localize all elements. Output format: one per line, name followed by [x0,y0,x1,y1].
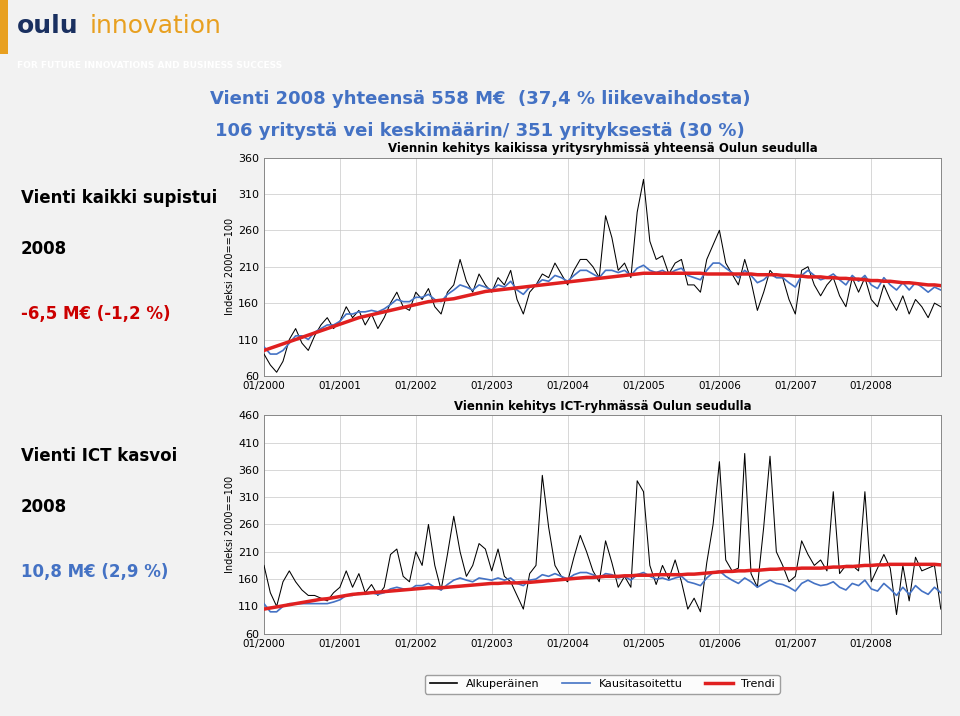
Text: FOR FUTURE INNOVATIONS AND BUSINESS SUCCESS: FOR FUTURE INNOVATIONS AND BUSINESS SUCC… [17,61,282,69]
Text: -6,5 M€ (-1,2 %): -6,5 M€ (-1,2 %) [21,305,170,323]
Text: oulu: oulu [17,14,79,38]
Text: Vienti kaikki supistui: Vienti kaikki supistui [21,189,217,208]
Legend: Alkuperäinen, Kausitasoitettu, Trendi: Alkuperäinen, Kausitasoitettu, Trendi [425,417,780,436]
Text: 2008: 2008 [21,241,67,258]
Text: Vienti 2008 yhteensä 558 M€  (37,4 % liikevaihdosta): Vienti 2008 yhteensä 558 M€ (37,4 % liik… [209,90,751,108]
Legend: Alkuperäinen, Kausitasoitettu, Trendi: Alkuperäinen, Kausitasoitettu, Trendi [425,674,780,694]
Title: Viennin kehitys ICT-ryhmässä Oulun seudulla: Viennin kehitys ICT-ryhmässä Oulun seudu… [453,400,752,412]
Bar [0,0,8,54]
Text: innovation: innovation [89,14,221,38]
Text: 106 yritystä vei keskimäärin/ 351 yrityksestä (30 %): 106 yritystä vei keskimäärin/ 351 yrityk… [215,122,745,140]
Title: Viennin kehitys kaikissa yritysryhmissä yhteensä Oulun seudulla: Viennin kehitys kaikissa yritysryhmissä … [388,142,817,155]
Text: 2008: 2008 [21,498,67,516]
Y-axis label: Indeksi 2000==100: Indeksi 2000==100 [226,476,235,573]
Text: 10,8 M€ (2,9 %): 10,8 M€ (2,9 %) [21,563,168,581]
Text: Vienti ICT kasvoi: Vienti ICT kasvoi [21,447,177,465]
Y-axis label: Indeksi 2000==100: Indeksi 2000==100 [226,218,235,315]
